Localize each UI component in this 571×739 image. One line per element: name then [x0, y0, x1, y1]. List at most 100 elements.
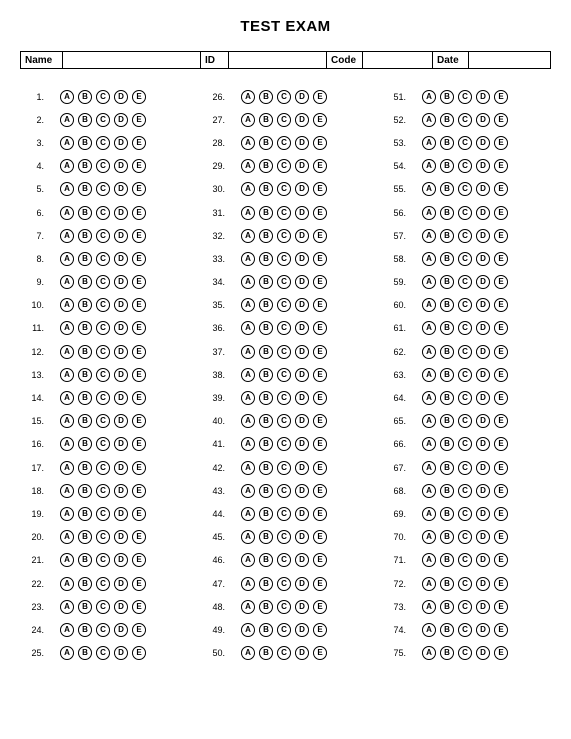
- bubble-e[interactable]: E: [313, 298, 327, 312]
- bubble-a[interactable]: A: [422, 229, 436, 243]
- bubble-d[interactable]: D: [114, 553, 128, 567]
- bubble-b[interactable]: B: [259, 461, 273, 475]
- bubble-c[interactable]: C: [277, 507, 291, 521]
- bubble-c[interactable]: C: [96, 437, 110, 451]
- bubble-e[interactable]: E: [132, 553, 146, 567]
- bubble-a[interactable]: A: [422, 600, 436, 614]
- bubble-e[interactable]: E: [132, 414, 146, 428]
- bubble-e[interactable]: E: [313, 484, 327, 498]
- bubble-d[interactable]: D: [476, 484, 490, 498]
- bubble-c[interactable]: C: [96, 275, 110, 289]
- bubble-e[interactable]: E: [494, 577, 508, 591]
- bubble-d[interactable]: D: [114, 600, 128, 614]
- bubble-b[interactable]: B: [78, 206, 92, 220]
- bubble-a[interactable]: A: [422, 461, 436, 475]
- bubble-a[interactable]: A: [241, 368, 255, 382]
- bubble-c[interactable]: C: [277, 600, 291, 614]
- bubble-d[interactable]: D: [476, 136, 490, 150]
- bubble-a[interactable]: A: [60, 484, 74, 498]
- bubble-a[interactable]: A: [241, 507, 255, 521]
- bubble-d[interactable]: D: [476, 391, 490, 405]
- bubble-b[interactable]: B: [78, 484, 92, 498]
- bubble-d[interactable]: D: [295, 252, 309, 266]
- bubble-e[interactable]: E: [132, 159, 146, 173]
- bubble-a[interactable]: A: [422, 136, 436, 150]
- bubble-c[interactable]: C: [458, 229, 472, 243]
- bubble-c[interactable]: C: [277, 136, 291, 150]
- bubble-b[interactable]: B: [259, 113, 273, 127]
- bubble-d[interactable]: D: [295, 136, 309, 150]
- bubble-d[interactable]: D: [476, 507, 490, 521]
- bubble-a[interactable]: A: [422, 577, 436, 591]
- bubble-c[interactable]: C: [277, 623, 291, 637]
- bubble-c[interactable]: C: [96, 252, 110, 266]
- bubble-e[interactable]: E: [132, 600, 146, 614]
- bubble-d[interactable]: D: [295, 646, 309, 660]
- bubble-a[interactable]: A: [241, 553, 255, 567]
- bubble-e[interactable]: E: [313, 461, 327, 475]
- bubble-c[interactable]: C: [458, 646, 472, 660]
- bubble-c[interactable]: C: [458, 182, 472, 196]
- bubble-b[interactable]: B: [259, 507, 273, 521]
- bubble-a[interactable]: A: [60, 321, 74, 335]
- bubble-e[interactable]: E: [494, 90, 508, 104]
- bubble-a[interactable]: A: [60, 229, 74, 243]
- bubble-d[interactable]: D: [476, 159, 490, 173]
- bubble-c[interactable]: C: [458, 136, 472, 150]
- bubble-b[interactable]: B: [259, 414, 273, 428]
- bubble-c[interactable]: C: [277, 252, 291, 266]
- bubble-c[interactable]: C: [96, 553, 110, 567]
- bubble-e[interactable]: E: [494, 113, 508, 127]
- bubble-c[interactable]: C: [96, 646, 110, 660]
- bubble-d[interactable]: D: [114, 484, 128, 498]
- bubble-b[interactable]: B: [78, 391, 92, 405]
- bubble-e[interactable]: E: [313, 507, 327, 521]
- bubble-c[interactable]: C: [96, 229, 110, 243]
- bubble-b[interactable]: B: [440, 646, 454, 660]
- bubble-b[interactable]: B: [440, 461, 454, 475]
- bubble-e[interactable]: E: [132, 623, 146, 637]
- bubble-d[interactable]: D: [114, 368, 128, 382]
- bubble-c[interactable]: C: [277, 298, 291, 312]
- bubble-c[interactable]: C: [458, 206, 472, 220]
- bubble-a[interactable]: A: [60, 414, 74, 428]
- bubble-c[interactable]: C: [458, 553, 472, 567]
- bubble-e[interactable]: E: [313, 577, 327, 591]
- bubble-c[interactable]: C: [277, 182, 291, 196]
- bubble-d[interactable]: D: [295, 275, 309, 289]
- bubble-c[interactable]: C: [277, 484, 291, 498]
- bubble-b[interactable]: B: [440, 182, 454, 196]
- date-field[interactable]: [469, 52, 550, 68]
- bubble-d[interactable]: D: [476, 182, 490, 196]
- bubble-d[interactable]: D: [114, 298, 128, 312]
- bubble-e[interactable]: E: [132, 368, 146, 382]
- bubble-e[interactable]: E: [313, 321, 327, 335]
- bubble-c[interactable]: C: [96, 90, 110, 104]
- bubble-b[interactable]: B: [259, 159, 273, 173]
- bubble-d[interactable]: D: [295, 623, 309, 637]
- bubble-a[interactable]: A: [422, 90, 436, 104]
- bubble-c[interactable]: C: [96, 507, 110, 521]
- bubble-a[interactable]: A: [422, 484, 436, 498]
- bubble-e[interactable]: E: [313, 530, 327, 544]
- bubble-a[interactable]: A: [422, 159, 436, 173]
- bubble-c[interactable]: C: [458, 252, 472, 266]
- bubble-e[interactable]: E: [132, 577, 146, 591]
- bubble-a[interactable]: A: [60, 437, 74, 451]
- bubble-a[interactable]: A: [241, 275, 255, 289]
- bubble-b[interactable]: B: [440, 623, 454, 637]
- bubble-e[interactable]: E: [313, 553, 327, 567]
- bubble-b[interactable]: B: [440, 507, 454, 521]
- bubble-a[interactable]: A: [422, 414, 436, 428]
- bubble-d[interactable]: D: [295, 507, 309, 521]
- bubble-a[interactable]: A: [241, 90, 255, 104]
- bubble-a[interactable]: A: [241, 437, 255, 451]
- bubble-b[interactable]: B: [78, 577, 92, 591]
- bubble-a[interactable]: A: [422, 553, 436, 567]
- bubble-b[interactable]: B: [259, 229, 273, 243]
- bubble-a[interactable]: A: [60, 507, 74, 521]
- bubble-b[interactable]: B: [259, 368, 273, 382]
- bubble-a[interactable]: A: [422, 623, 436, 637]
- bubble-e[interactable]: E: [132, 90, 146, 104]
- bubble-b[interactable]: B: [440, 414, 454, 428]
